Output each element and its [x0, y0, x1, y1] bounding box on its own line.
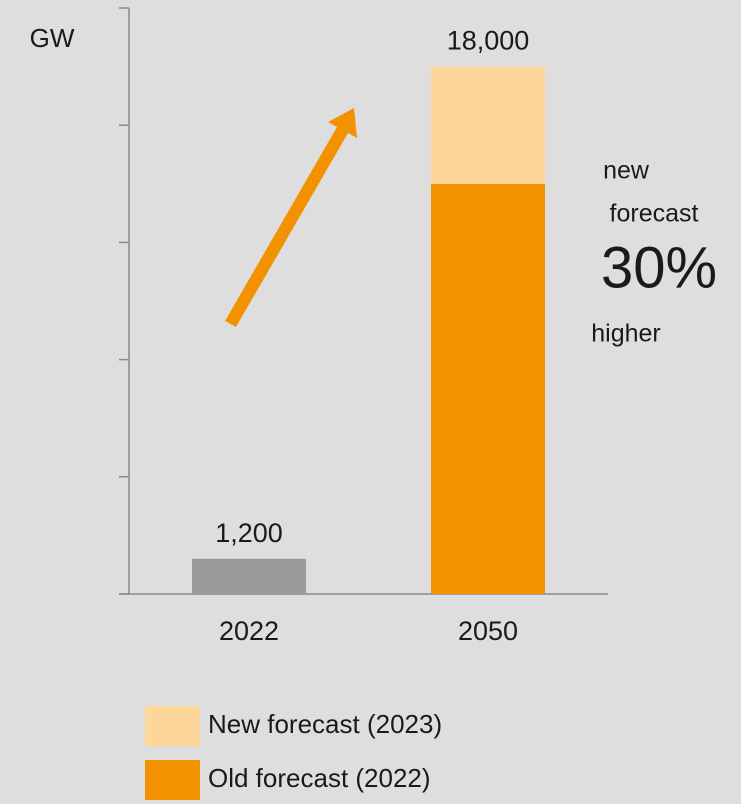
legend-label: Old forecast (2022) [208, 763, 431, 793]
total-label: 1,200 [215, 518, 283, 548]
y-axis-label: GW [30, 23, 75, 53]
annotation: new [603, 157, 650, 185]
annotation-highlight: 30% [601, 235, 717, 300]
annotation: higher [591, 320, 661, 348]
x-tick-label: 2022 [219, 616, 279, 646]
bar-segment [431, 66, 545, 184]
legend-swatch [145, 706, 200, 746]
legend-label: New forecast (2023) [208, 709, 442, 739]
annotation: forecast [610, 200, 699, 228]
trend-arrow [220, 108, 357, 327]
bar-segment [192, 558, 306, 594]
legend-swatch [145, 760, 200, 800]
total-label: 18,000 [447, 26, 530, 56]
bar-segment [431, 183, 545, 595]
x-tick-label: 2050 [458, 616, 518, 646]
